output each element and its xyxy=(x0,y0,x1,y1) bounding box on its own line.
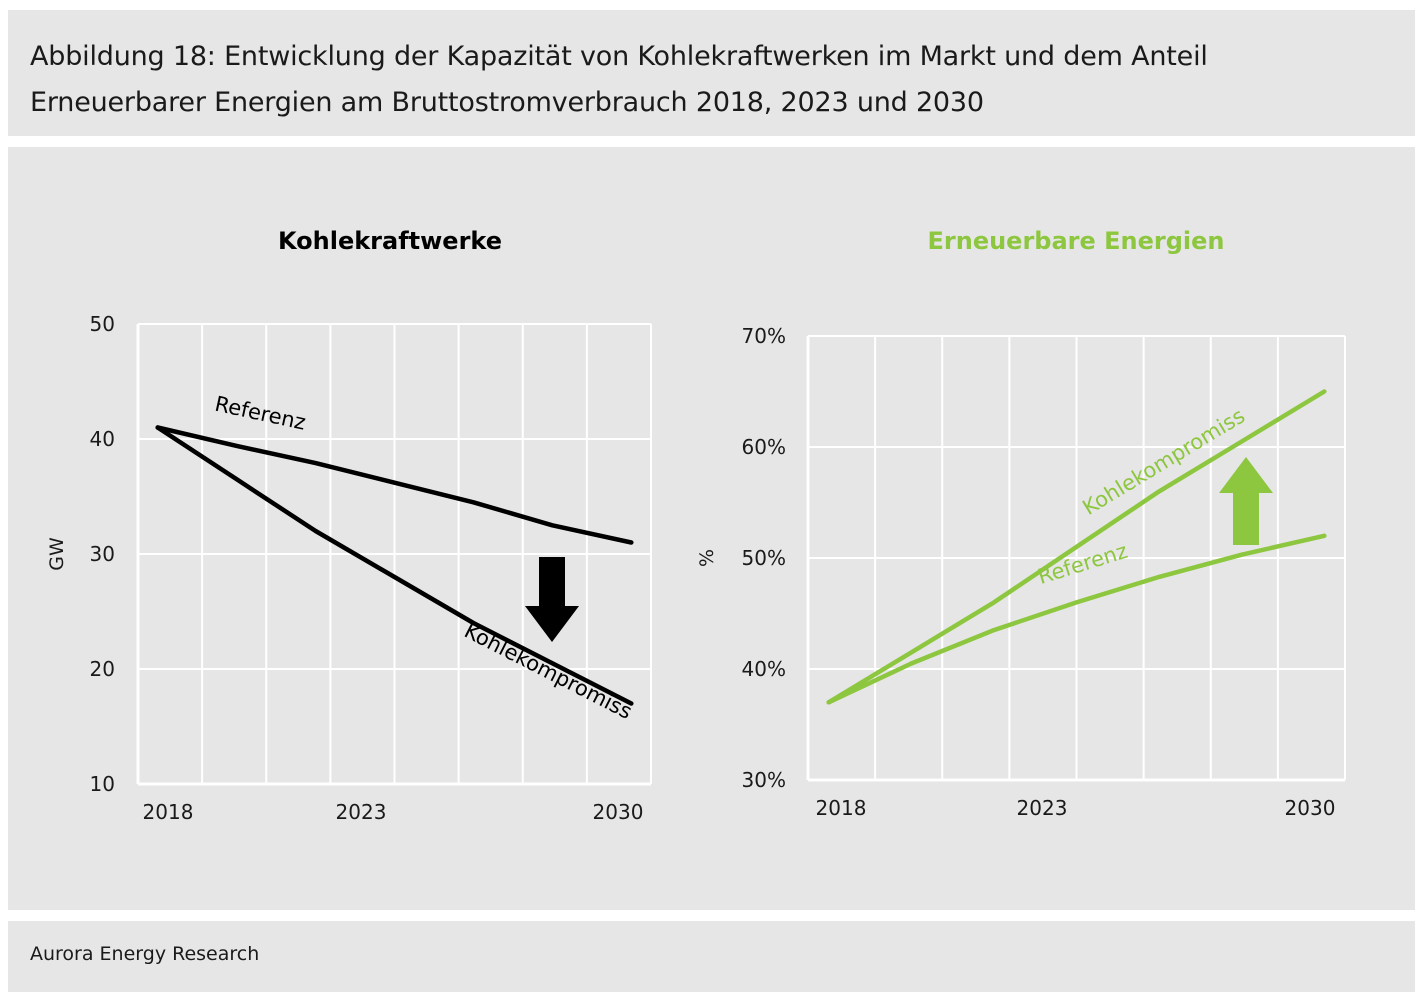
chart2-x-tick-label: 2023 xyxy=(1017,796,1068,820)
chart2-y-label: % xyxy=(696,549,718,567)
chart1-y-tick-label: 40 xyxy=(90,427,115,451)
chart1-title: Kohlekraftwerke xyxy=(278,227,502,255)
chart1-y-tick-label: 30 xyxy=(90,542,115,566)
chart2-series-label: Referenz xyxy=(1035,539,1130,589)
chart2-series-kohlekompromiss-line xyxy=(826,389,1327,705)
chart2-y-tick-label: 40% xyxy=(742,657,786,681)
footer-panel: Aurora Energy Research xyxy=(8,921,1415,992)
source-label: Aurora Energy Research xyxy=(30,943,260,965)
chart1-series-referenz-line xyxy=(155,425,634,545)
chart2-x-tick-label: 2030 xyxy=(1285,796,1336,820)
chart2-series-label: Kohlekompromiss xyxy=(1078,404,1249,520)
chart1-y-tick-label: 10 xyxy=(90,772,115,796)
chart2-y-tick-label: 30% xyxy=(742,768,786,792)
charts-panel: Kohlekraftwerke 10 20 30 40 50 2018 2023 2030 GW R… xyxy=(8,147,1415,910)
chart2-title: Erneuerbare Energien xyxy=(928,227,1225,255)
figure-title: Abbildung 18: Entwicklung der Kapazität … xyxy=(30,34,1208,126)
chart2-y-tick-label: 70% xyxy=(742,324,786,348)
chart1-arrow-down-icon xyxy=(525,557,579,642)
chart1-y-tick-label: 20 xyxy=(90,657,115,681)
chart1-x-tick-label: 2018 xyxy=(143,800,194,824)
chart1-y-label: GW xyxy=(46,537,68,571)
figure-title-line1: Abbildung 18: Entwicklung der Kapazität … xyxy=(30,41,1208,72)
chart1-x-tick-label: 2023 xyxy=(336,800,387,824)
chart2-y-tick-label: 60% xyxy=(742,435,786,459)
chart1-y-tick-label: 50 xyxy=(90,312,115,336)
figure-title-line2: Erneuerbarer Energien am Bruttostromverb… xyxy=(30,87,984,118)
chart2-arrow-up-icon xyxy=(1219,457,1273,545)
header-panel: Abbildung 18: Entwicklung der Kapazität … xyxy=(8,10,1415,136)
chart2-y-tick-label: 50% xyxy=(742,546,786,570)
chart1-series-label: Referenz xyxy=(213,392,308,435)
chart1-x-tick-label: 2030 xyxy=(593,800,644,824)
chart1-series-kohlekompromiss-line xyxy=(155,425,634,706)
chart2-x-tick-label: 2018 xyxy=(816,796,867,820)
chart2-series-referenz-line xyxy=(826,533,1327,705)
